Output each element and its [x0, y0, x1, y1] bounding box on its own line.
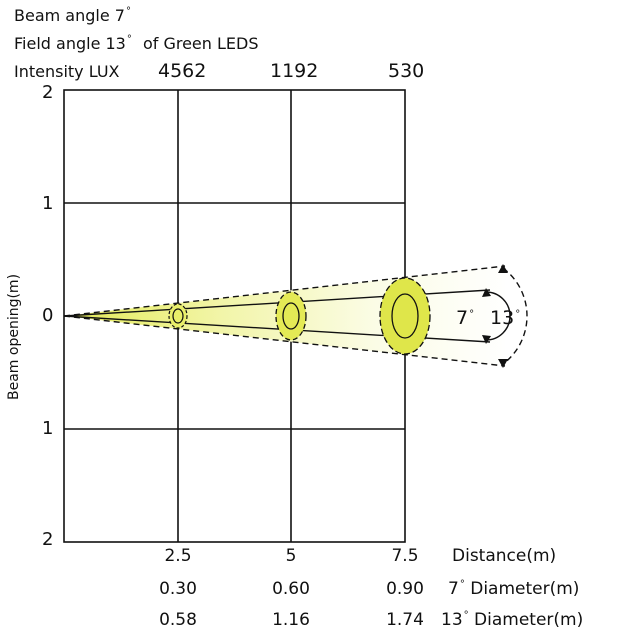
- y-tick-top-1: 1: [42, 193, 54, 214]
- x-tick-7-5: 7.5: [391, 546, 419, 566]
- y-tick-bottom-1: 1: [42, 418, 54, 439]
- diameter-13-5m: 1.16: [272, 610, 310, 630]
- lux-value-1: 4562: [158, 60, 207, 82]
- lux-value-2: 1192: [270, 60, 319, 82]
- beam-spot-7-5m: [391, 293, 419, 339]
- y-tick-zero: 0: [42, 305, 54, 326]
- field-line-bottom: [63, 315, 506, 367]
- intensity-label: Intensity LUX: [14, 62, 120, 81]
- field-spot-2-5m: [168, 303, 188, 329]
- beam-angle-text: 7°: [456, 307, 475, 329]
- x-axis-label: Distance(m): [452, 546, 557, 566]
- beam-spot-2-5m: [172, 308, 184, 324]
- field-angle-lines: [63, 265, 506, 367]
- field-angle-arc: [502, 267, 528, 365]
- beam-arc-arrow-bottom: [482, 335, 491, 344]
- diameter-7-label: 7° Diameter(m): [448, 579, 580, 599]
- field-spot-7-5m: [379, 277, 431, 355]
- diameter-13-7-5m: 1.74: [386, 610, 424, 630]
- y-tick-top-2: 2: [42, 82, 54, 103]
- beam-arc-arrow-top: [482, 288, 491, 297]
- x-tick-2-5: 2.5: [164, 546, 192, 566]
- field-line-top: [63, 265, 506, 317]
- lux-value-3: 530: [388, 60, 425, 82]
- diameter-7-7-5m: 0.90: [386, 579, 424, 599]
- diameter-7-5m: 0.60: [272, 579, 310, 599]
- beam-angle-label: Beam angle 7°: [14, 6, 131, 25]
- diameter-7-2-5m: 0.30: [159, 579, 197, 599]
- field-arc-arrow-bottom: [498, 359, 508, 368]
- field-arc-arrow-top: [498, 264, 508, 273]
- field-angle-label: Field angle 13° of Green LEDS: [14, 34, 259, 53]
- beam-spot-5m: [282, 302, 300, 330]
- beam-angle-arc: [485, 291, 511, 341]
- field-angle-text: 13°: [490, 307, 521, 329]
- diameter-13-2-5m: 0.58: [159, 610, 197, 630]
- field-spot-5m: [275, 291, 307, 341]
- diameter-13-label: 13° Diameter(m): [441, 610, 584, 630]
- y-tick-bottom-2: 2: [42, 529, 54, 550]
- x-tick-5: 5: [285, 546, 297, 566]
